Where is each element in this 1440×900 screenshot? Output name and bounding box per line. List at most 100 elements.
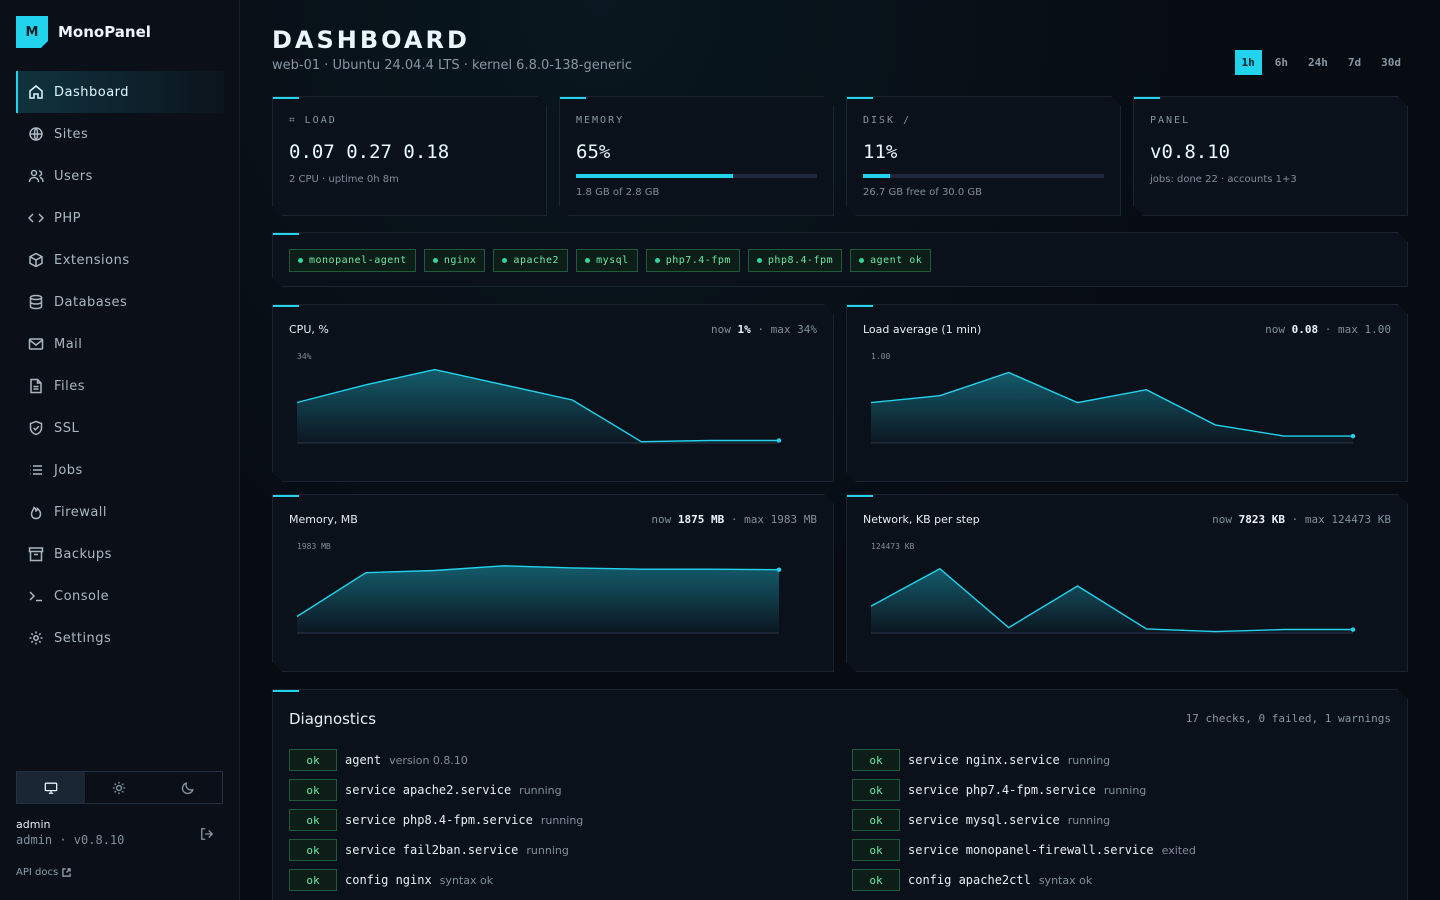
stat-label-load: ⌗ LOAD [289,115,337,126]
service-badge: php7.4-fpm [646,249,740,272]
sidebar-item-label: Firewall [54,504,108,520]
sidebar-item-label: Settings [54,630,112,646]
sidebar-item-extensions[interactable]: Extensions [16,239,224,281]
status-dot [502,258,507,263]
service-badge: apache2 [493,249,568,272]
diagnostic-row: ok service php7.4-fpm.service running [852,775,1372,805]
sidebar-item-jobs[interactable]: Jobs [16,449,224,491]
page-title: DASHBOARD [272,26,470,54]
sidebar-item-backups[interactable]: Backups [16,533,224,575]
sidebar-item-label: Sites [54,126,89,142]
memory-progress-fill [576,174,733,178]
latest-point [1351,627,1355,631]
status-badge: ok [289,749,337,771]
series-area [297,370,779,443]
range-button-30d[interactable]: 30d [1381,56,1401,69]
diagnostic-row: ok config apache2ctl syntax ok [852,865,1372,895]
status-badge: ok [289,869,337,891]
sidebar-item-dashboard[interactable]: Dashboard [16,71,224,113]
chart-scale-label: 124473 KB [871,542,915,551]
diagnostic-name: agent [345,753,382,767]
service-badge: agent ok [850,249,931,272]
diagnostic-name: config apache2ctl [908,873,1031,887]
diagnostic-detail: running [1067,813,1111,827]
diagnostic-name: service php7.4-fpm.service [908,783,1096,797]
sidebar-item-label: Mail [54,336,83,352]
chart-scale-label: 1983 MB [297,542,331,551]
series-area [871,569,1353,633]
theme-monitor-button[interactable] [17,772,86,803]
service-name: nginx [443,255,477,266]
status-dot [859,258,864,263]
cpu-chart: 34% [289,345,819,455]
stat-sub-memory: 1.8 GB of 2.8 GB [576,187,660,198]
mail-icon [28,338,44,350]
status-badge: ok [289,809,337,831]
sidebar-item-settings[interactable]: Settings [16,617,224,659]
logout-icon [201,828,214,840]
sidebar-item-users[interactable]: Users [16,155,224,197]
terminal-icon [29,591,42,602]
sidebar-item-ssl[interactable]: SSL [16,407,224,449]
sidebar-item-files[interactable]: Files [16,365,224,407]
range-button-6h[interactable]: 6h [1274,56,1288,69]
range-button-24h[interactable]: 24h [1308,56,1328,69]
chart-title: Network, KB per step [863,513,980,526]
chip-icon: ⌗ [289,115,305,126]
stat-sub-load: 2 CPU · uptime 0h 8m [289,174,399,185]
range-button-7d[interactable]: 7d [1347,56,1362,69]
home-icon [29,85,43,99]
service-badge: mysql [576,249,638,272]
brand-logo: M [16,16,48,48]
chart-card-network: Network, KB per step now 7823 KB · max 1… [846,494,1408,672]
diagnostics-card: Diagnostics 17 checks, 0 failed, 1 warni… [272,689,1408,900]
users-icon [28,169,44,183]
sidebar-item-label: Extensions [54,252,130,268]
diagnostic-detail: running [540,813,584,827]
stat-label-panel: PANEL [1150,115,1191,126]
sidebar-item-sites[interactable]: Sites [16,113,224,155]
status-dot [585,258,590,263]
diagnostic-name: service monopanel-firewall.service [908,843,1154,857]
chart-scale-label: 34% [297,352,312,361]
service-badge: monopanel-agent [289,249,416,272]
stat-label-memory: MEMORY [576,115,625,126]
status-badge: ok [852,749,900,771]
main-content: DASHBOARD web-01 · Ubuntu 24.04.4 LTS · … [240,0,1440,900]
sidebar-item-databases[interactable]: Databases [16,281,224,323]
status-badge: ok [289,839,337,861]
sidebar-item-label: SSL [54,420,80,436]
theme-sun-button[interactable] [85,772,153,803]
diagnostic-row: ok service apache2.service running [289,775,809,805]
sun-icon [113,781,126,794]
sidebar-item-mail[interactable]: Mail [16,323,224,365]
services-card: monopanel-agent nginx apache2 mysql php7.4-f… [272,232,1408,287]
series-line [871,569,1353,632]
api-docs-label: API docs [16,867,59,878]
database-icon [29,294,43,310]
diagnostic-detail: running [1067,753,1111,767]
diagnostic-name: service mysql.service [908,813,1060,827]
diagnostic-detail: version 0.8.10 [389,753,468,767]
api-docs-link[interactable]: API docs [16,867,71,878]
disk-progress-bar [863,174,1104,178]
brand[interactable]: M MonoPanel [16,16,151,48]
sidebar-item-php[interactable]: PHP [16,197,224,239]
status-badge: ok [852,869,900,891]
diagnostic-row: ok service monopanel-firewall.service exit… [852,835,1372,865]
stat-value-memory: 65% [576,141,611,163]
stat-card-load: ⌗ LOAD 0.07 0.27 0.18 2 CPU · uptime 0h … [272,96,547,216]
stat-sub-panel: jobs: done 22 · accounts 1+3 [1150,174,1297,185]
range-button-1h[interactable]: 1h [1234,50,1262,75]
sidebar-item-console[interactable]: Console [16,575,224,617]
sidebar-item-label: Users [54,168,93,184]
sidebar-item-firewall[interactable]: Firewall [16,491,224,533]
diagnostic-name: service nginx.service [908,753,1060,767]
chart-meta: now 7823 KB · max 124473 KB [1212,513,1391,526]
series-line [871,373,1353,437]
stat-card-disk: DISK / 11% 26.7 GB free of 30.0 GB [846,96,1121,216]
series-area [297,566,779,633]
theme-moon-button[interactable] [154,772,222,803]
service-name: mysql [596,255,629,266]
logout-button[interactable] [200,826,214,845]
